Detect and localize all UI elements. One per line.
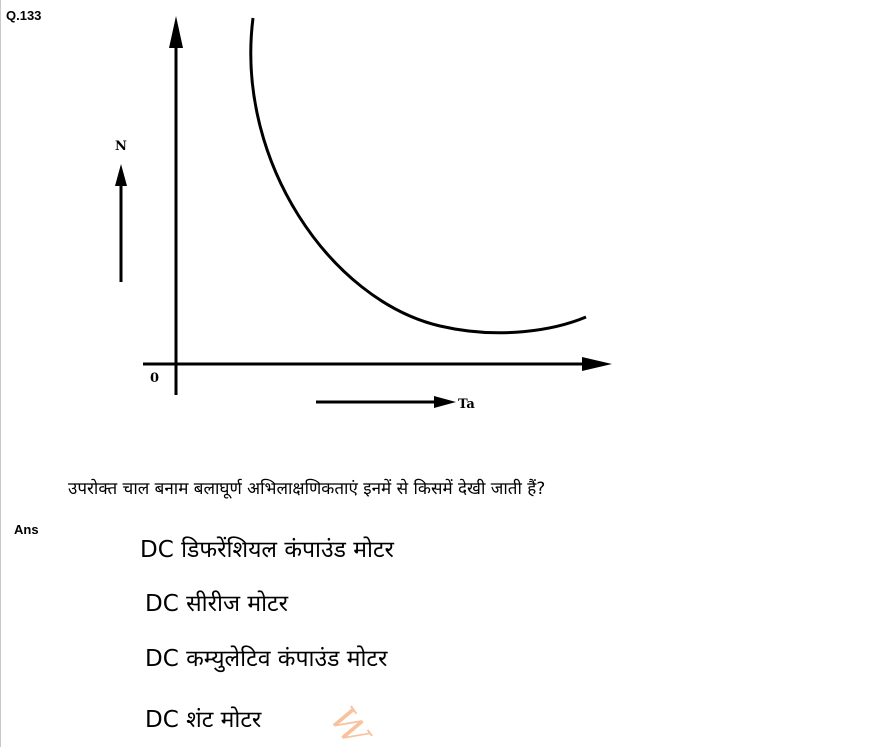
origin-label: 0 [150, 371, 159, 386]
speed-torque-curve [249, 17, 587, 335]
page-left-border [0, 0, 1, 747]
question-text: उपरोक्त चाल बनाम बलाघूर्ण अभिलाक्षणिकताए… [68, 479, 546, 499]
question-number: Q.133 [6, 8, 42, 23]
option-3: DC कम्युलेटिव कंपाउंड मोटर [145, 646, 388, 672]
y-axis-arrowhead [169, 16, 183, 48]
answer-label: Ans [14, 522, 39, 537]
watermark: W [321, 700, 377, 754]
x-axis-arrowhead [582, 357, 612, 371]
x-axis-label: Ta [458, 397, 475, 412]
n-arrowhead [115, 164, 127, 186]
speed-torque-graph: N Ta 0 [115, 16, 612, 412]
y-axis-label: N [115, 139, 127, 154]
option-2: DC सीरीज मोटर [145, 591, 289, 617]
option-1: DC डिफरेंशियल कंपाउंड मोटर [140, 537, 394, 563]
option-4: DC शंट मोटर [145, 707, 262, 733]
ta-arrowhead [434, 396, 456, 408]
